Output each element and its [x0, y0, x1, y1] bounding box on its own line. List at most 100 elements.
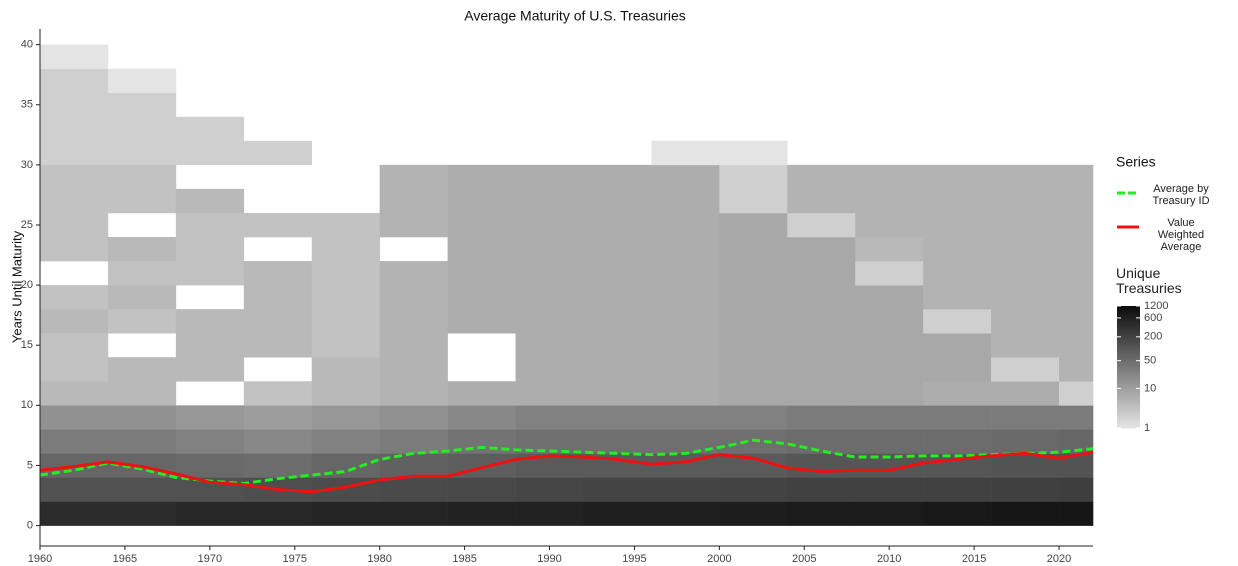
heatmap-cell: [40, 188, 109, 214]
colorbar-step: [1117, 395, 1140, 398]
colorbar-step: [1117, 387, 1140, 390]
heatmap-cell: [311, 453, 380, 478]
colorbar-step: [1117, 342, 1140, 346]
heatmap-cell: [651, 501, 720, 526]
heatmap-cell: [515, 357, 584, 382]
heatmap-cell: [379, 381, 448, 406]
heatmap-cell: [107, 357, 177, 382]
heatmap-cell: [40, 92, 109, 118]
y-tick-label: 10: [21, 399, 33, 411]
heatmap-cell: [175, 237, 245, 262]
heatmap-cell: [40, 140, 109, 166]
heatmap-cell: [107, 381, 177, 406]
colorbar-tick-label: 50: [1144, 355, 1156, 367]
heatmap-cell: [583, 333, 652, 358]
colorbar-step: [1117, 407, 1140, 411]
heatmap-cell: [991, 164, 1060, 190]
colorbar-step: [1117, 358, 1140, 362]
heatmap-cell: [515, 309, 584, 334]
heatmap-cell: [651, 309, 720, 334]
heatmap-cell: [379, 188, 448, 214]
heatmap-cell: [311, 429, 380, 454]
colorbar-step: [1117, 375, 1140, 378]
colorbar-step: [1117, 393, 1140, 396]
heatmap-cell: [515, 237, 584, 262]
heatmap-cell: [991, 381, 1060, 406]
y-tick-label: 25: [21, 219, 33, 231]
heatmap-cell: [515, 501, 584, 526]
heatmap-cell: [1059, 212, 1094, 238]
heatmap-cell: [923, 357, 992, 382]
heatmap-cell: [311, 212, 380, 238]
heatmap-cell: [991, 477, 1060, 502]
heatmap-cell: [175, 261, 245, 286]
heatmap-cell: [719, 357, 788, 382]
heatmap-cell: [651, 405, 720, 430]
heatmap-cell: [1059, 261, 1094, 286]
heatmap-cell: [583, 405, 652, 430]
colorbar-step: [1117, 314, 1140, 317]
heatmap-cell: [175, 429, 245, 454]
colorbar-step: [1117, 346, 1140, 350]
heatmap-cell: [311, 357, 380, 382]
colorbar-step: [1117, 421, 1140, 425]
heatmap-cell: [583, 429, 652, 454]
heatmap-cell: [719, 333, 788, 358]
heatmap-cell: [107, 501, 177, 526]
heatmap-cell: [1059, 164, 1094, 190]
heatmap-cell: [243, 261, 313, 286]
colorbar-step: [1117, 419, 1140, 423]
colorbar-step: [1117, 326, 1140, 329]
heatmap-cell: [311, 309, 380, 334]
heatmap-cell: [923, 237, 992, 262]
colorbar-tick-label: 1: [1144, 422, 1150, 434]
heatmap-cell: [107, 164, 177, 190]
heatmap-cell: [719, 164, 788, 190]
colorbar-step: [1117, 328, 1140, 331]
colorbar-tick-label: 600: [1144, 312, 1162, 324]
heatmap-cell: [583, 285, 652, 310]
heatmap-cell: [515, 285, 584, 310]
heatmap-cell: [651, 261, 720, 286]
heatmap-cell: [311, 237, 380, 262]
heatmap-cell: [855, 309, 924, 334]
heatmap-cell: [515, 381, 584, 406]
y-tick-label: 40: [21, 39, 33, 51]
heatmap-cell: [923, 212, 992, 238]
colorbar-step: [1117, 385, 1140, 388]
heatmap-cell: [583, 237, 652, 262]
heatmap-cell: [515, 261, 584, 286]
heatmap-cell: [1059, 357, 1094, 382]
heatmap-cell: [107, 237, 177, 262]
heatmap-cell: [991, 405, 1060, 430]
legend-label: Value Weighted Average: [1157, 217, 1205, 253]
heatmap-cell: [379, 429, 448, 454]
heatmap-cell: [515, 333, 584, 358]
colorbar-step: [1117, 405, 1140, 409]
colorbar-step: [1117, 310, 1140, 313]
colorbar-step: [1117, 411, 1140, 415]
heatmap-cell: [583, 212, 652, 238]
heatmap-cell: [923, 261, 992, 286]
heatmap-cell: [447, 405, 516, 430]
series-line: [39, 438, 1094, 485]
colorbar-step: [1117, 316, 1140, 319]
heatmap-cell: [651, 140, 720, 166]
heatmap-cell: [651, 188, 720, 214]
x-tick-label: 1970: [198, 553, 222, 565]
heatmap-cell: [175, 188, 245, 214]
heatmap-cell: [447, 188, 516, 214]
colorbar-step: [1117, 377, 1140, 380]
heatmap-cell: [787, 333, 856, 358]
colorbar-step: [1117, 330, 1140, 333]
heatmap-cell: [379, 212, 448, 238]
heatmap-cell: [719, 140, 788, 166]
heatmap-cell: [40, 285, 109, 310]
heatmap-cell: [515, 164, 584, 190]
heatmap-cell: [243, 429, 313, 454]
heatmap-cell: [651, 333, 720, 358]
colorbar-step: [1117, 389, 1140, 392]
heatmap-cell: [515, 212, 584, 238]
heatmap-cell: [107, 261, 177, 286]
